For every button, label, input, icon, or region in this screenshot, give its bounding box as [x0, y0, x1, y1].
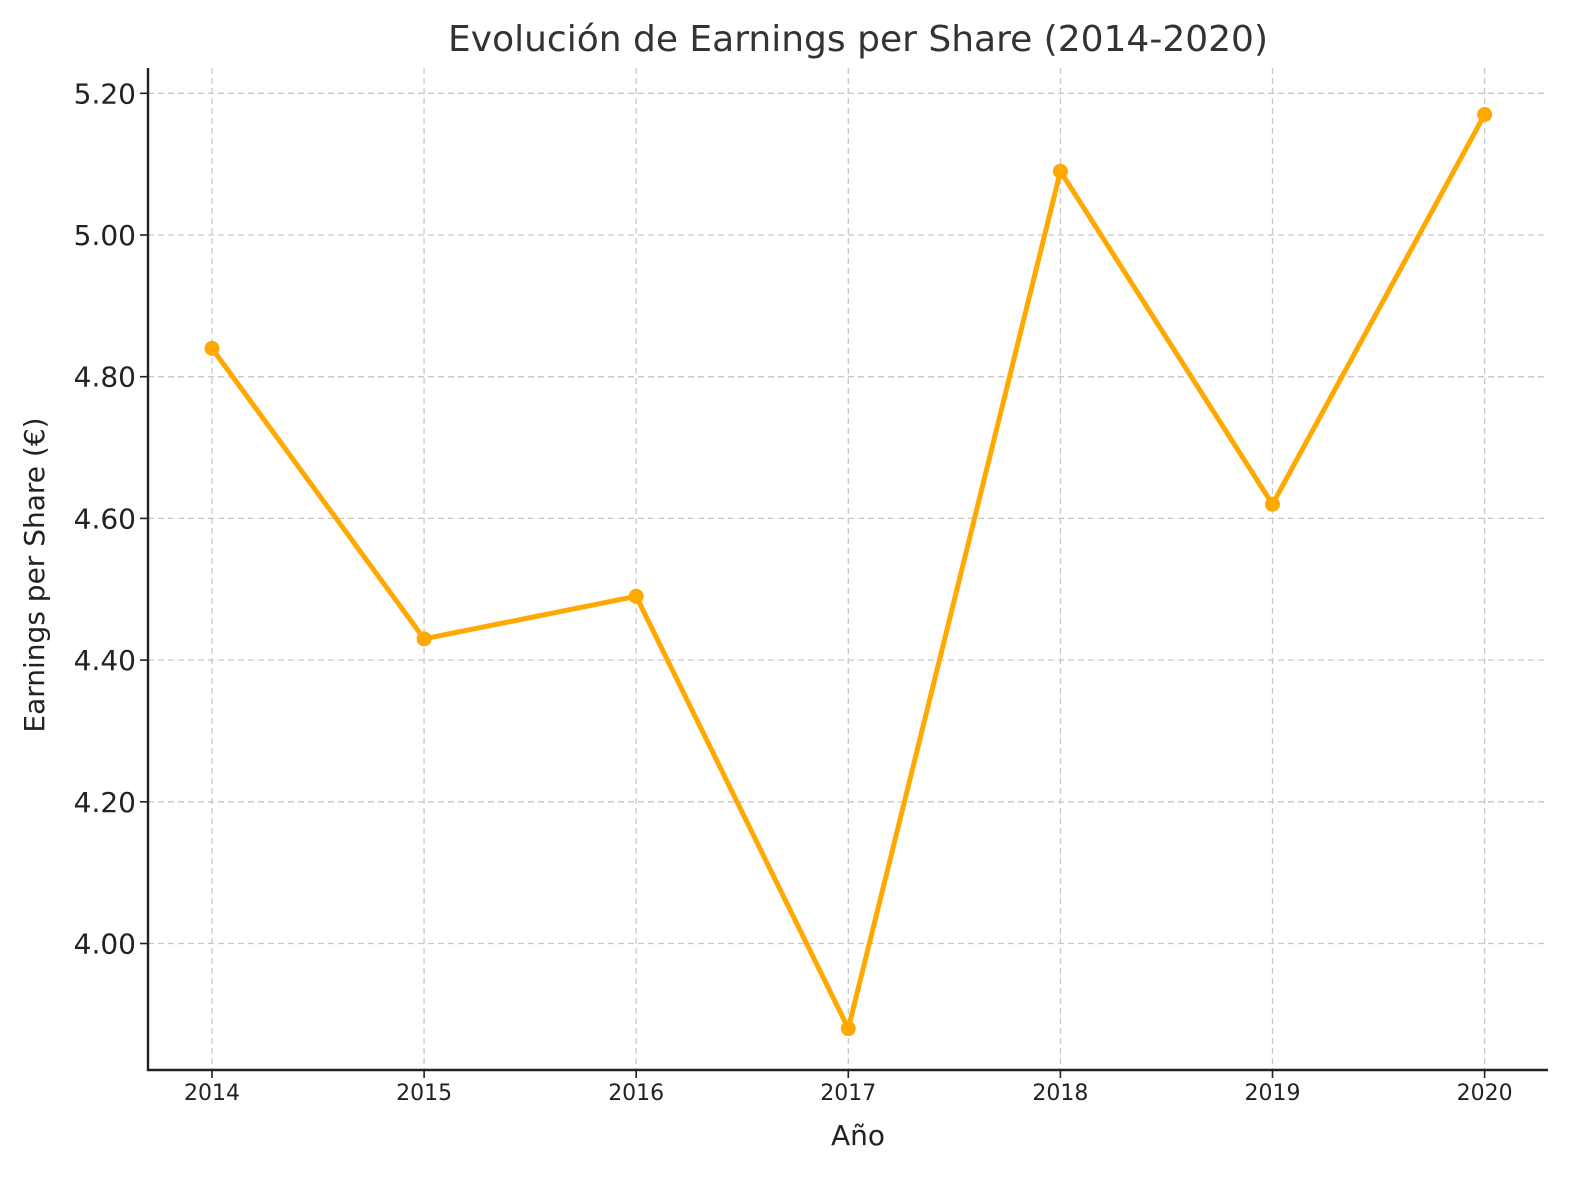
x-axis-label: Año [831, 1119, 885, 1152]
eps-point-2017 [840, 1021, 856, 1037]
y-tick-label: 4.00 [74, 928, 136, 961]
x-tick-label: 2015 [396, 1081, 452, 1106]
eps-point-2019 [1265, 496, 1280, 512]
chart-title: Evolución de Earnings per Share (2014-20… [448, 19, 1268, 60]
x-tick-label: 2017 [820, 1081, 876, 1106]
eps-point-2018 [1052, 163, 1068, 179]
y-tick-label: 4.20 [74, 786, 136, 819]
y-axis-label: Earnings per Share (€) [18, 417, 51, 732]
axes-layer: 4.00 4.20 4.40 4.60 4.80 5.00 5.20 2014 2015 2016… [74, 68, 1548, 1106]
x-tick-label: 2016 [608, 1081, 664, 1106]
y-tick-label: 4.40 [74, 644, 136, 677]
y-tick-label: 5.00 [74, 219, 136, 252]
x-tick-label: 2020 [1457, 1081, 1513, 1106]
x-tick-label: 2014 [184, 1081, 240, 1106]
eps-point-2014 [204, 340, 220, 356]
y-tick-label: 5.20 [74, 77, 136, 110]
eps-point-2015 [416, 631, 432, 647]
eps-point-2016 [628, 588, 644, 604]
grid-layer [148, 68, 1548, 1070]
x-tick-label: 2019 [1245, 1081, 1301, 1106]
axis-spines [146, 68, 1548, 1072]
y-tick-label: 4.80 [74, 361, 136, 394]
series-layer [204, 107, 1493, 1037]
x-tick-label: 2018 [1032, 1081, 1088, 1106]
y-tick-label: 4.60 [74, 502, 136, 535]
eps-point-2020 [1477, 107, 1493, 123]
